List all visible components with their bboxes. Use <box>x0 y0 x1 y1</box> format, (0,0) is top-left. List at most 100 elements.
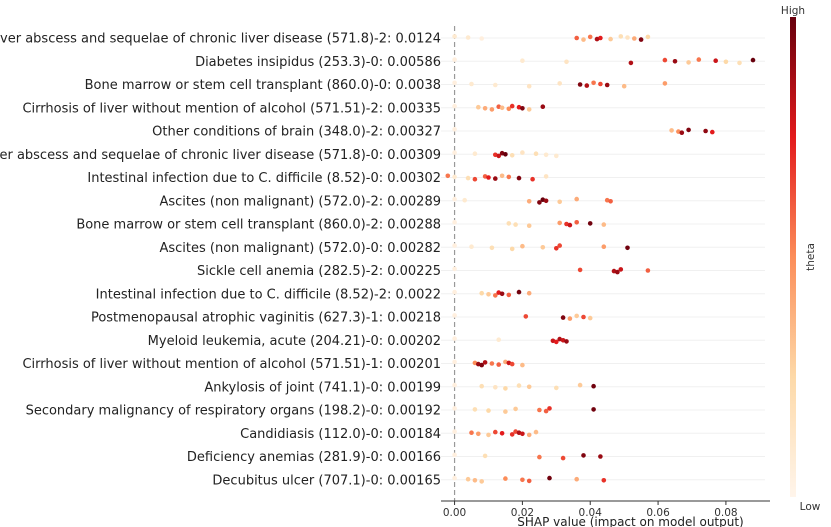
data-point <box>628 60 634 66</box>
data-point <box>540 245 546 250</box>
data-point <box>526 384 532 390</box>
data-point <box>469 244 474 249</box>
feature-label: Bone marrow or stem cell transplant (860… <box>76 218 441 233</box>
data-point <box>509 361 515 367</box>
data-point <box>574 313 579 319</box>
data-point <box>543 152 549 158</box>
data-point <box>479 36 485 41</box>
data-point <box>479 362 485 368</box>
data-point <box>520 431 525 437</box>
data-point <box>452 406 457 411</box>
data-point <box>452 313 457 318</box>
data-point <box>537 454 542 460</box>
data-point <box>526 290 532 296</box>
data-point <box>472 151 478 156</box>
x-tick-label: 0.08 <box>714 507 737 519</box>
data-point <box>476 431 481 437</box>
data-point <box>526 107 532 112</box>
data-point <box>547 406 552 411</box>
data-point <box>638 37 644 42</box>
data-point <box>601 222 607 227</box>
data-point <box>557 81 562 86</box>
data-point <box>662 57 668 63</box>
x-axis: 0.00 0.02 0.04 0.06 0.08 SHAP value (impact … <box>441 500 770 527</box>
data-point <box>482 106 488 111</box>
data-point <box>526 478 532 484</box>
data-point <box>496 337 502 343</box>
data-point <box>526 223 532 228</box>
data-point <box>469 81 474 87</box>
data-point <box>452 174 457 180</box>
x-tick-label: 0.06 <box>646 507 670 519</box>
colorbar-high-label: High <box>781 5 805 17</box>
data-point <box>493 293 498 298</box>
data-point <box>601 244 607 249</box>
data-point <box>503 476 508 481</box>
data-point <box>632 36 637 41</box>
data-point <box>537 200 542 205</box>
data-point <box>503 152 508 157</box>
data-point <box>520 106 525 111</box>
data-point <box>577 82 583 87</box>
data-point <box>506 221 512 226</box>
data-point <box>645 34 651 40</box>
data-point <box>547 475 552 481</box>
data-point <box>465 35 471 40</box>
data-point <box>479 479 485 484</box>
feature-label: Intestinal infection due to C. difficile… <box>87 171 441 186</box>
x-tick-label: 0.00 <box>443 507 466 519</box>
data-point <box>489 107 495 112</box>
feature-label: Liver abscess and sequelae of chronic li… <box>0 148 441 163</box>
feature-label: Ankylosis of joint (741.1)-0: 0.00199 <box>204 380 441 395</box>
data-point <box>509 246 515 252</box>
data-point <box>452 266 457 272</box>
data-point <box>533 151 539 156</box>
data-point <box>499 291 505 297</box>
data-point <box>686 60 691 65</box>
data-point <box>486 432 491 438</box>
data-point <box>516 383 522 388</box>
feature-label: Intestinal infection due to C. difficile… <box>96 287 441 302</box>
data-point <box>564 339 569 344</box>
data-point <box>486 408 491 413</box>
data-point <box>506 106 512 112</box>
data-point <box>543 198 549 204</box>
data-point <box>509 432 515 437</box>
data-point <box>703 128 708 134</box>
data-point <box>523 314 529 319</box>
data-point <box>560 315 566 320</box>
data-point <box>493 385 498 390</box>
data-point <box>723 59 729 65</box>
data-point <box>452 196 457 202</box>
data-point <box>506 174 512 180</box>
data-point <box>567 222 573 228</box>
data-point <box>587 221 593 226</box>
data-point <box>574 476 579 482</box>
x-tick-label: 0.04 <box>579 507 603 519</box>
data-point <box>598 454 603 459</box>
data-point <box>493 429 498 435</box>
data-point <box>482 360 488 365</box>
data-point <box>537 407 542 413</box>
data-point <box>452 289 457 295</box>
data-point <box>577 267 583 273</box>
data-point <box>452 429 457 434</box>
feature-label: Sickle cell anemia (282.5)-2: 0.00225 <box>197 264 441 279</box>
colorbar: High Low theta <box>781 5 821 513</box>
data-point <box>554 385 559 391</box>
data-point <box>581 314 586 320</box>
data-point <box>713 58 718 63</box>
data-point <box>509 153 515 158</box>
data-point <box>645 268 651 273</box>
data-point <box>486 175 491 180</box>
data-point <box>581 453 586 458</box>
data-point <box>574 196 579 202</box>
data-point <box>587 34 593 40</box>
feature-labels: Liver abscess and sequelae of chronic li… <box>0 32 441 489</box>
data-point <box>601 478 607 483</box>
data-point <box>750 57 756 63</box>
feature-label: Cirrhosis of liver without mention of al… <box>22 357 441 372</box>
feature-label: Ascites (non malignant) (572.0)-2: 0.002… <box>159 194 441 209</box>
data-point <box>520 477 525 483</box>
data-point <box>686 127 691 133</box>
